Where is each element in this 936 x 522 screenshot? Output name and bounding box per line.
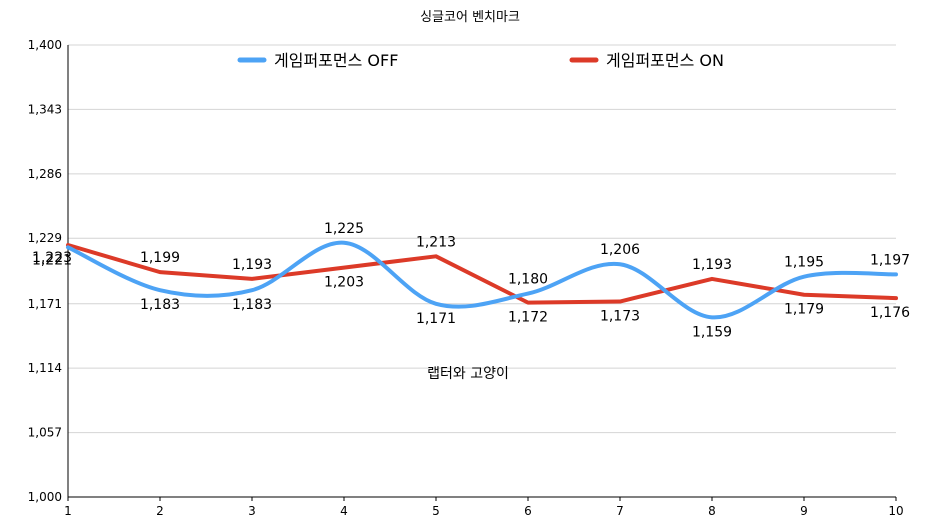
- legend: 게임퍼포먼스 OFF 게임퍼포먼스 ON: [237, 51, 724, 70]
- data-label: 1,172: [508, 310, 548, 326]
- data-label: 1,193: [232, 257, 272, 273]
- x-tick-label: 2: [156, 504, 164, 518]
- series-line-performance-on: [66, 243, 898, 305]
- data-label: 1,197: [870, 252, 910, 268]
- y-tick-label: 1,000: [28, 490, 62, 504]
- data-label-layer: 1,221 1,183 1,183 1,225 1,171 1,180 1,206 1,159…: [32, 221, 910, 341]
- y-tick-label: 1,286: [28, 167, 62, 181]
- series-line-performance-off: [66, 240, 898, 320]
- data-label: 1,221: [32, 252, 72, 268]
- data-label: 1,206: [600, 242, 640, 258]
- series-layer: [66, 240, 898, 320]
- y-tick-label: 1,114: [28, 361, 62, 375]
- x-tick-label: 7: [616, 504, 624, 518]
- data-label: 1,180: [508, 272, 548, 288]
- data-label: 1,183: [140, 297, 180, 313]
- data-label: 1,183: [232, 297, 272, 313]
- x-tick-label: 9: [800, 504, 808, 518]
- chart-annotation: 랩터와 고양이: [427, 366, 509, 382]
- legend-label: 게임퍼포먼스 ON: [606, 51, 724, 70]
- data-label: 1,225: [324, 221, 364, 237]
- x-tick-label: 6: [524, 504, 532, 518]
- x-tick-label: 4: [340, 504, 348, 518]
- data-label: 1,176: [870, 305, 910, 321]
- data-label: 1,193: [692, 257, 732, 273]
- x-tick-label: 10: [888, 504, 903, 518]
- axis-layer: 1,000 1,057 1,114 1,171 1,229 1,286 1,343 1,400…: [28, 38, 904, 518]
- data-label: 1,203: [324, 275, 364, 291]
- y-tick-label: 1,229: [28, 231, 62, 245]
- data-label: 1,199: [140, 250, 180, 266]
- y-tick-label: 1,343: [28, 102, 62, 116]
- x-tick-label: 5: [432, 504, 440, 518]
- data-label: 1,223: [32, 250, 72, 266]
- x-tick-label: 3: [248, 504, 256, 518]
- x-tick-label: 8: [708, 504, 716, 518]
- x-tick-label: 1: [64, 504, 72, 518]
- grid-layer: [68, 44, 896, 498]
- data-label: 1,173: [600, 309, 640, 325]
- chart-title: 싱글코어 벤치마크: [420, 10, 520, 25]
- y-tick-label: 1,171: [28, 297, 62, 311]
- data-label: 1,159: [692, 324, 732, 340]
- data-label: 1,195: [784, 255, 824, 271]
- data-label: 1,179: [784, 302, 824, 318]
- y-tick-label: 1,057: [28, 426, 62, 440]
- y-tick-label: 1,400: [28, 38, 62, 52]
- data-label: 1,171: [416, 311, 456, 327]
- legend-label: 게임퍼포먼스 OFF: [274, 51, 398, 70]
- data-label: 1,213: [416, 234, 456, 250]
